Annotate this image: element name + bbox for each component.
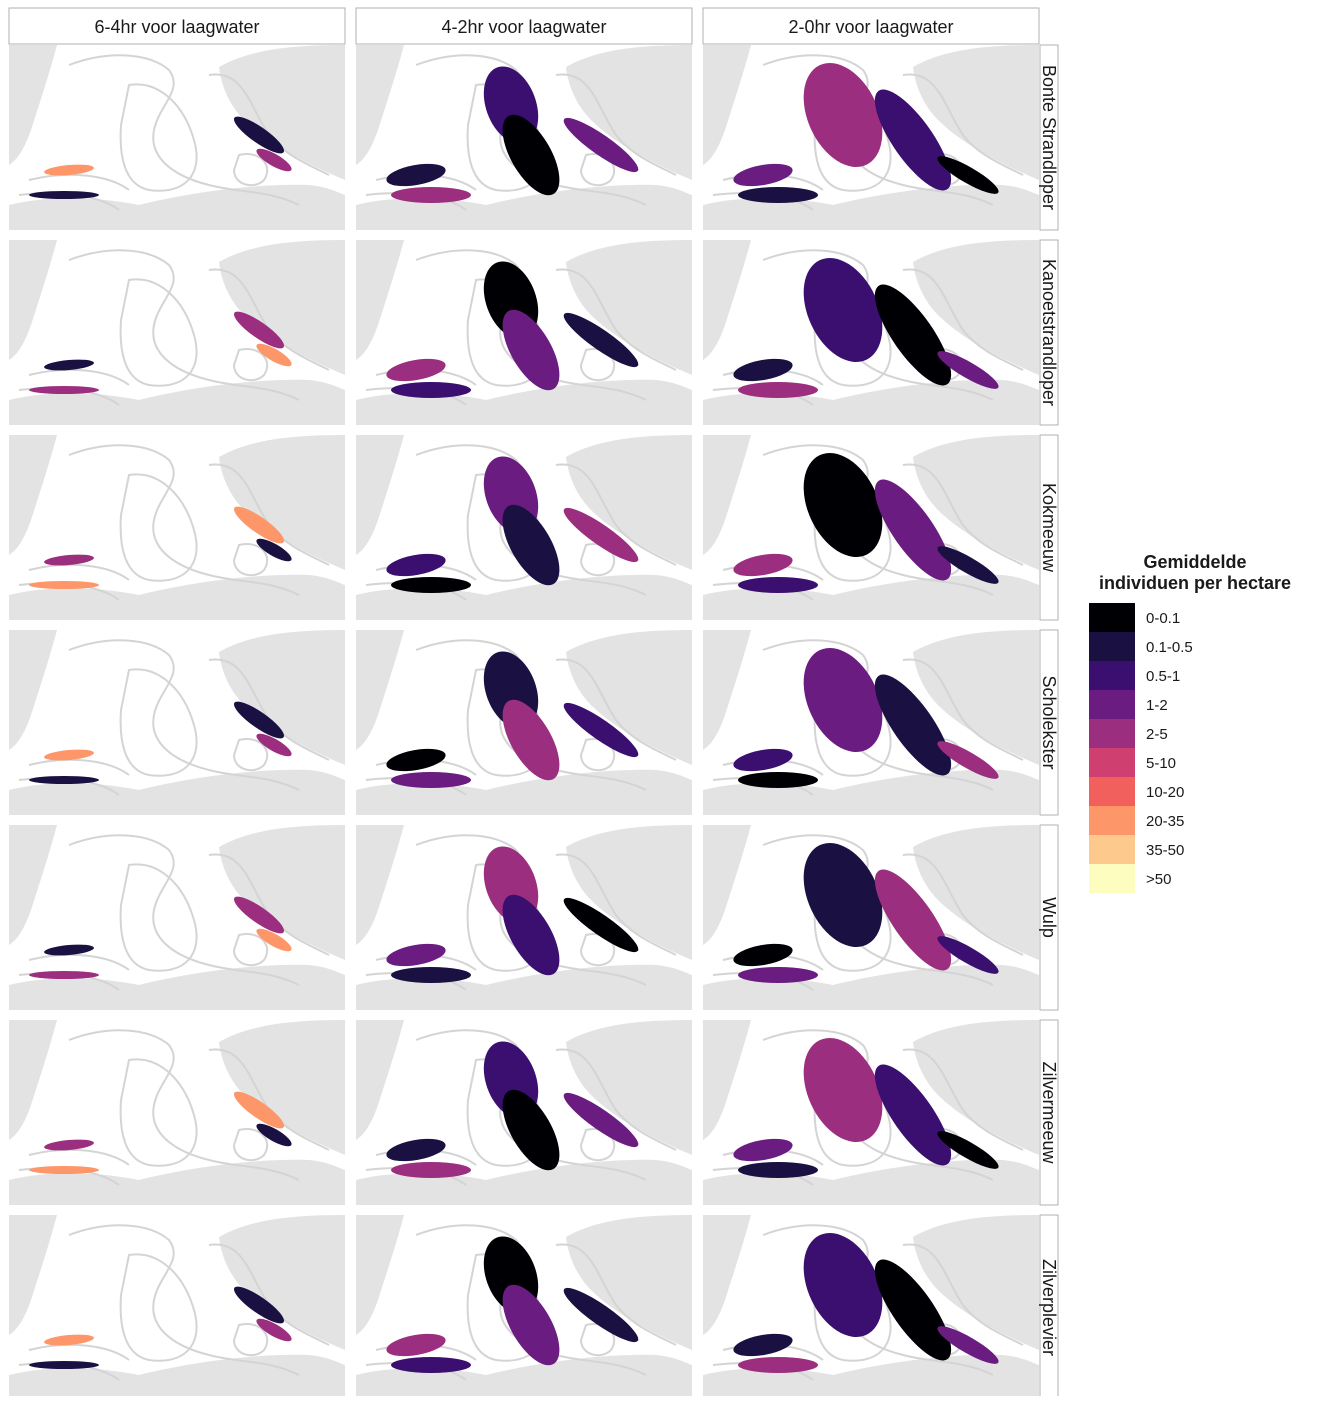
row-title: Bonte Strandloper [1039, 65, 1059, 210]
base-map [9, 435, 345, 620]
legend-key [1089, 835, 1135, 864]
legend-key [1089, 690, 1135, 719]
map-panel [703, 240, 1039, 425]
density-area [391, 772, 471, 788]
legend-label: 20-35 [1146, 813, 1184, 830]
legend-key [1089, 748, 1135, 777]
row-title: Wulp [1039, 897, 1059, 938]
density-area [391, 1162, 471, 1178]
map-panel [356, 240, 692, 425]
density-area [29, 776, 99, 784]
row-title: Kanoetstrandloper [1039, 259, 1059, 406]
legend-label: 0.5-1 [1146, 668, 1180, 685]
density-area [738, 577, 818, 593]
map-panel [703, 1020, 1039, 1205]
map-panel [9, 1215, 345, 1396]
base-map [9, 1020, 345, 1205]
legend-label: 0-0.1 [1146, 610, 1180, 627]
map-panel [9, 240, 345, 425]
density-area [391, 382, 471, 398]
map-panel [356, 435, 692, 620]
row-title: Scholekster [1039, 675, 1059, 769]
density-area [391, 1357, 471, 1373]
density-area [29, 971, 99, 979]
density-area [738, 1162, 818, 1178]
legend-key [1089, 719, 1135, 748]
column-title: 2-0hr voor laagwater [788, 17, 953, 37]
density-area [738, 967, 818, 983]
map-panel [9, 45, 345, 230]
density-area [29, 1361, 99, 1369]
base-map [9, 825, 345, 1010]
row-title: Zilverplevier [1039, 1259, 1059, 1356]
map-panel [703, 45, 1039, 230]
legend-label: 0.1-0.5 [1146, 639, 1193, 656]
legend-label: 35-50 [1146, 842, 1184, 859]
column-title: 6-4hr voor laagwater [94, 17, 259, 37]
legend-label: 10-20 [1146, 784, 1184, 801]
density-area [29, 1166, 99, 1174]
legend-label: 1-2 [1146, 697, 1168, 714]
legend-key [1089, 777, 1135, 806]
legend-label: 2-5 [1146, 726, 1168, 743]
base-map [9, 240, 345, 425]
row-title: Kokmeeuw [1039, 483, 1059, 573]
density-area [738, 1357, 818, 1373]
map-panel [356, 45, 692, 230]
density-area [391, 187, 471, 203]
density-area [391, 967, 471, 983]
legend-key [1089, 806, 1135, 835]
density-area [29, 191, 99, 199]
map-panel [356, 825, 692, 1010]
map-panel [703, 630, 1039, 815]
map-panel [356, 1020, 692, 1205]
base-map [9, 630, 345, 815]
map-panel [703, 1215, 1039, 1396]
legend-label: 5-10 [1146, 755, 1176, 772]
map-panel [9, 630, 345, 815]
density-area [738, 382, 818, 398]
density-area [391, 577, 471, 593]
density-area [738, 187, 818, 203]
map-panel [9, 825, 345, 1010]
legend-title: individuen per hectare [1099, 573, 1291, 593]
map-panel [703, 435, 1039, 620]
figure: 6-4hr voor laagwater 4-2hr voor laagwater… [0, 0, 1326, 1396]
legend-key [1089, 661, 1135, 690]
map-panel [703, 825, 1039, 1010]
density-area [29, 581, 99, 589]
map-panel [356, 630, 692, 815]
map-panel [9, 1020, 345, 1205]
base-map [9, 45, 345, 230]
row-title: Zilvermeeuw [1039, 1061, 1059, 1164]
map-panel [9, 435, 345, 620]
column-title: 4-2hr voor laagwater [441, 17, 606, 37]
map-panel [356, 1215, 692, 1396]
legend-key [1089, 864, 1135, 893]
legend-key [1089, 603, 1135, 632]
legend-key [1089, 632, 1135, 661]
density-area [29, 386, 99, 394]
density-area [738, 772, 818, 788]
legend-title: Gemiddelde [1143, 552, 1246, 572]
legend-label: >50 [1146, 871, 1171, 888]
